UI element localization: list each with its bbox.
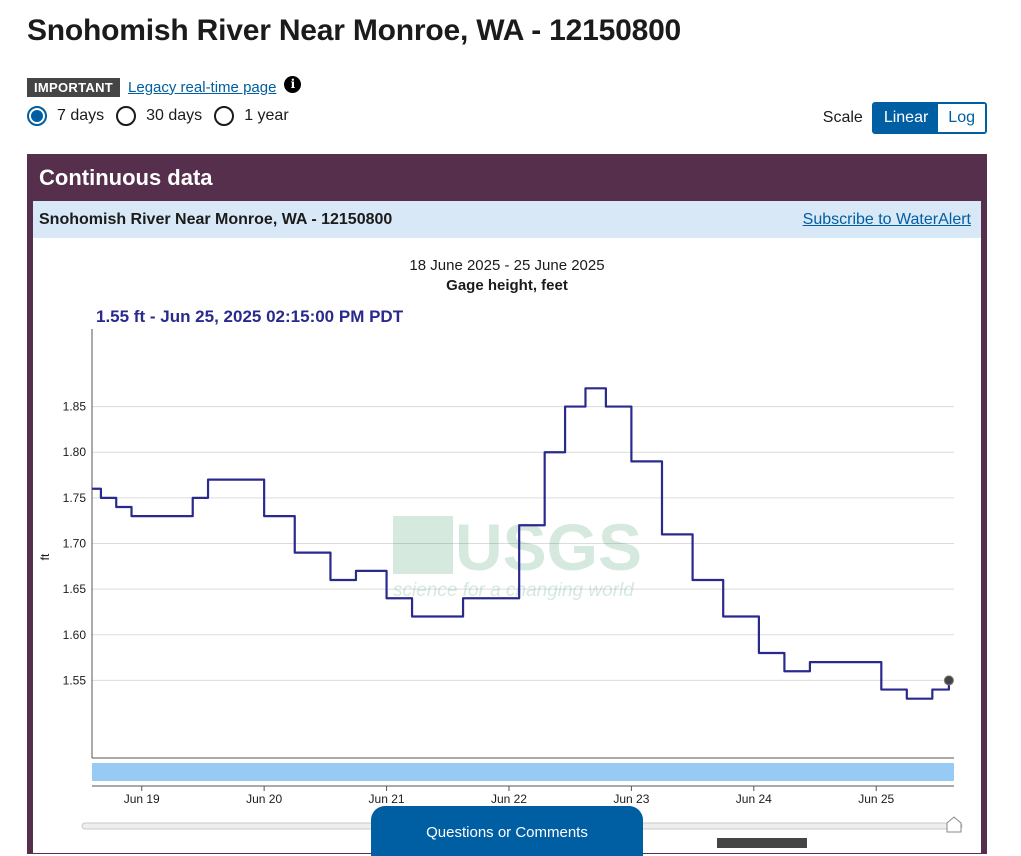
x-tick-label: Jun 19 — [124, 792, 160, 806]
y-tick-label: 1.75 — [63, 491, 87, 505]
scale-toggle: Linear Log — [871, 102, 987, 134]
range-slider-handle[interactable] — [946, 816, 962, 833]
important-badge-bottom — [717, 838, 807, 848]
x-tick-label: Jun 22 — [491, 792, 527, 806]
period-label: 1 year — [244, 107, 289, 124]
current-value-marker — [943, 675, 954, 686]
radio-button[interactable] — [27, 106, 47, 126]
chart-date-range: 18 June 2025 - 25 June 2025 — [409, 257, 605, 274]
period-option-7-days[interactable]: 7 days — [27, 106, 104, 126]
y-tick-label: 1.65 — [63, 582, 87, 596]
period-option-30-days[interactable]: 30 days — [116, 106, 202, 126]
x-tick-label: Jun 25 — [858, 792, 894, 806]
scale-selector: Scale Linear Log — [823, 102, 987, 134]
info-icon[interactable]: i — [284, 75, 302, 93]
site-title: Snohomish River Near Monroe, WA - 121508… — [39, 210, 393, 228]
panel-body: Snohomish River Near Monroe, WA - 121508… — [33, 201, 981, 853]
questions-comments-button[interactable]: Questions or Comments — [371, 806, 643, 856]
gage-height-line — [92, 387, 950, 700]
y-tick-label: 1.60 — [63, 628, 87, 642]
page-title: Snohomish River Near Monroe, WA - 121508… — [27, 14, 682, 47]
current-value-label: 1.55 ft - Jun 25, 2025 02:15:00 PM PDT — [96, 307, 404, 326]
y-tick-label: 1.55 — [63, 673, 87, 687]
usgs-logo-mark — [393, 516, 453, 574]
usgs-tagline: science for a changing world — [393, 580, 635, 601]
radio-button[interactable] — [214, 106, 235, 126]
period-label: 7 days — [57, 107, 105, 124]
important-badge: IMPORTANT — [27, 77, 121, 97]
period-selector: 7 days 30 days 1 year — [27, 106, 301, 126]
legacy-realtime-link[interactable]: Legacy real-time page — [128, 78, 277, 96]
time-brush-band — [92, 763, 954, 781]
x-tick-label: Jun 21 — [369, 792, 405, 806]
usgs-logo-text: USGS — [455, 510, 642, 584]
panel-header: Continuous data — [39, 165, 213, 190]
y-tick-label: 1.70 — [63, 537, 87, 551]
chart-title: Gage height, feet — [446, 277, 568, 294]
continuous-data-panel: Continuous data Snohomish River Near Mon… — [27, 154, 987, 854]
scale-log-button[interactable]: Log — [938, 104, 985, 132]
subscribe-wateralert-link[interactable]: Subscribe to WaterAlert — [802, 210, 971, 228]
legacy-notice: IMPORTANT Legacy real-time page i — [27, 75, 302, 98]
scale-label: Scale — [822, 109, 863, 126]
period-option-1-year[interactable]: 1 year — [214, 106, 289, 126]
y-tick-label: 1.85 — [63, 400, 87, 414]
y-axis-label: ft — [38, 553, 52, 560]
x-tick-label: Jun 24 — [736, 792, 772, 806]
gage-height-chart[interactable]: 1.85 1.80 1.75 1.70 1.65 1.60 1.55 USGSscience … — [33, 201, 983, 855]
y-tick-label: 1.80 — [63, 445, 87, 459]
x-tick-label: Jun 20 — [246, 792, 282, 806]
radio-button[interactable] — [116, 106, 137, 126]
scale-linear-button[interactable]: Linear — [873, 104, 939, 132]
site-subheader: Snohomish River Near Monroe, WA - 121508… — [33, 201, 981, 238]
period-label: 30 days — [146, 107, 203, 124]
x-tick-label: Jun 23 — [613, 792, 649, 806]
